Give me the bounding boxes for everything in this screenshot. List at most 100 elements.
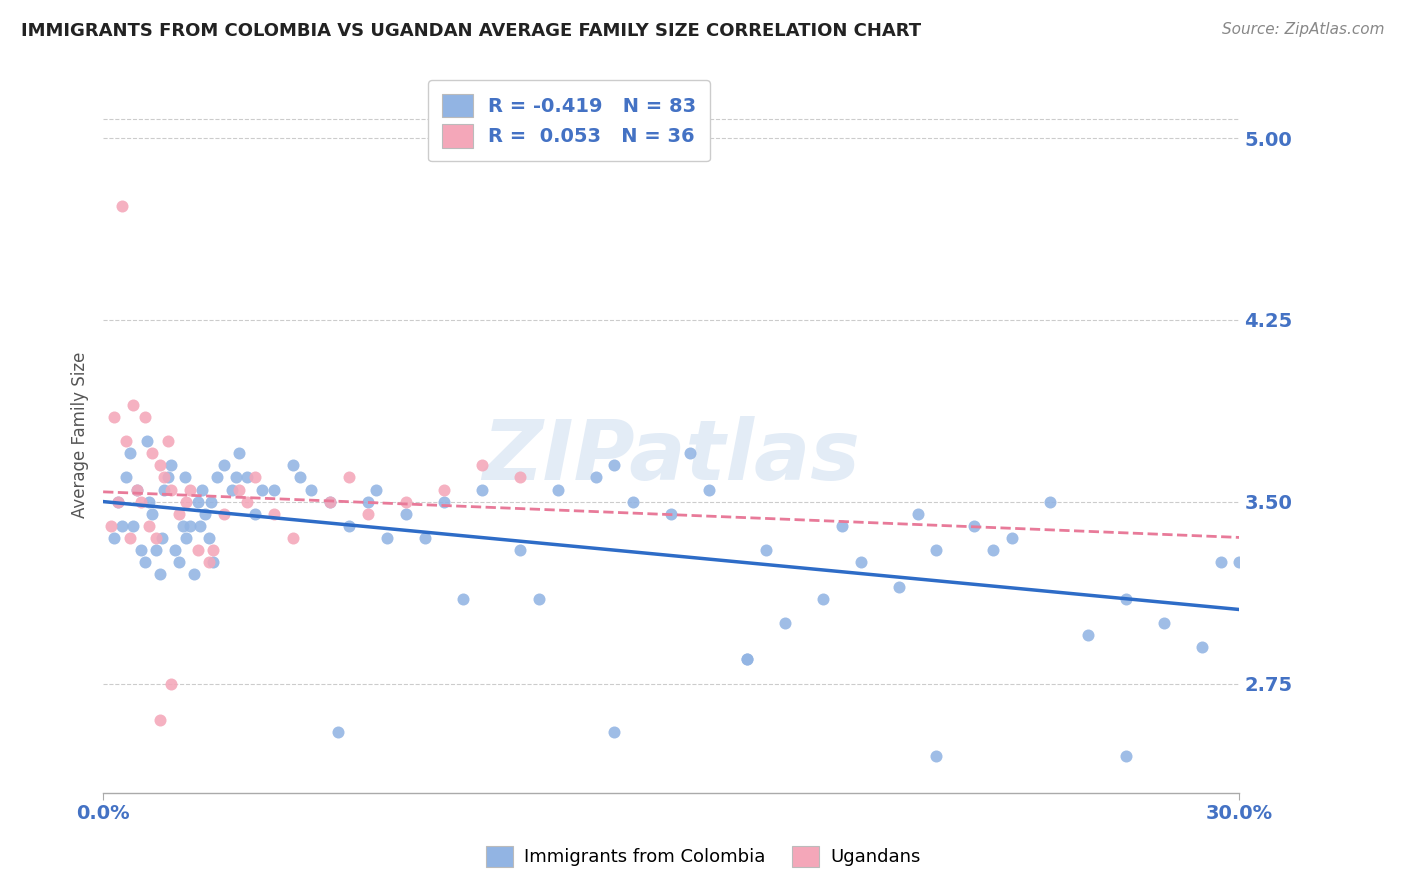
- Point: [319, 494, 342, 508]
- Point: [150, 531, 173, 545]
- Point: [357, 507, 380, 521]
- Point: [149, 713, 172, 727]
- Point: [127, 483, 149, 497]
- Point: [981, 543, 1004, 558]
- Point: [413, 531, 436, 545]
- Point: [1077, 628, 1099, 642]
- Point: [228, 483, 250, 497]
- Point: [623, 494, 645, 508]
- Point: [659, 507, 682, 521]
- Point: [773, 615, 796, 630]
- Point: [160, 458, 183, 473]
- Point: [214, 507, 236, 521]
- Point: [115, 434, 138, 449]
- Point: [214, 458, 236, 473]
- Point: [228, 446, 250, 460]
- Point: [1039, 494, 1062, 508]
- Point: [263, 483, 285, 497]
- Point: [433, 483, 456, 497]
- Point: [236, 470, 259, 484]
- Point: [243, 470, 266, 484]
- Point: [263, 507, 285, 521]
- Point: [172, 519, 194, 533]
- Point: [395, 494, 418, 508]
- Point: [160, 483, 183, 497]
- Point: [221, 483, 243, 497]
- Point: [697, 483, 720, 497]
- Point: [326, 725, 349, 739]
- Point: [107, 494, 129, 508]
- Point: [281, 531, 304, 545]
- Point: [145, 531, 167, 545]
- Point: [173, 470, 195, 484]
- Point: [127, 483, 149, 497]
- Point: [179, 483, 201, 497]
- Point: [375, 531, 398, 545]
- Point: [1153, 615, 1175, 630]
- Point: [471, 483, 494, 497]
- Point: [134, 409, 156, 424]
- Y-axis label: Average Family Size: Average Family Size: [72, 351, 89, 518]
- Point: [167, 555, 190, 569]
- Point: [225, 470, 247, 484]
- Point: [111, 519, 134, 533]
- Point: [236, 494, 259, 508]
- Point: [831, 519, 853, 533]
- Point: [243, 507, 266, 521]
- Point: [679, 446, 702, 460]
- Point: [471, 458, 494, 473]
- Point: [167, 507, 190, 521]
- Point: [907, 507, 929, 521]
- Point: [509, 543, 531, 558]
- Point: [190, 483, 212, 497]
- Point: [395, 507, 418, 521]
- Legend: Immigrants from Colombia, Ugandans: Immigrants from Colombia, Ugandans: [478, 838, 928, 874]
- Point: [141, 507, 163, 521]
- Point: [176, 494, 198, 508]
- Point: [103, 531, 125, 545]
- Point: [357, 494, 380, 508]
- Point: [603, 725, 626, 739]
- Point: [1229, 555, 1251, 569]
- Point: [111, 199, 134, 213]
- Point: [925, 749, 948, 764]
- Text: ZIPatlas: ZIPatlas: [482, 416, 860, 497]
- Point: [103, 409, 125, 424]
- Point: [201, 555, 224, 569]
- Point: [887, 580, 910, 594]
- Point: [205, 470, 228, 484]
- Point: [755, 543, 778, 558]
- Point: [135, 434, 157, 449]
- Point: [281, 458, 304, 473]
- Point: [288, 470, 311, 484]
- Point: [149, 458, 172, 473]
- Point: [1115, 591, 1137, 606]
- Legend: R = -0.419   N = 83, R =  0.053   N = 36: R = -0.419 N = 83, R = 0.053 N = 36: [427, 80, 710, 161]
- Point: [547, 483, 569, 497]
- Point: [179, 519, 201, 533]
- Point: [198, 555, 221, 569]
- Point: [188, 519, 211, 533]
- Point: [141, 446, 163, 460]
- Point: [451, 591, 474, 606]
- Point: [735, 652, 758, 666]
- Point: [156, 434, 179, 449]
- Point: [187, 543, 209, 558]
- Point: [100, 519, 122, 533]
- Point: [337, 470, 360, 484]
- Point: [134, 555, 156, 569]
- Point: [364, 483, 387, 497]
- Point: [138, 519, 160, 533]
- Point: [187, 494, 209, 508]
- Point: [149, 567, 172, 582]
- Point: [115, 470, 138, 484]
- Point: [849, 555, 872, 569]
- Point: [194, 507, 217, 521]
- Point: [107, 494, 129, 508]
- Point: [1001, 531, 1024, 545]
- Point: [250, 483, 273, 497]
- Point: [152, 483, 174, 497]
- Point: [963, 519, 986, 533]
- Point: [585, 470, 607, 484]
- Point: [1115, 749, 1137, 764]
